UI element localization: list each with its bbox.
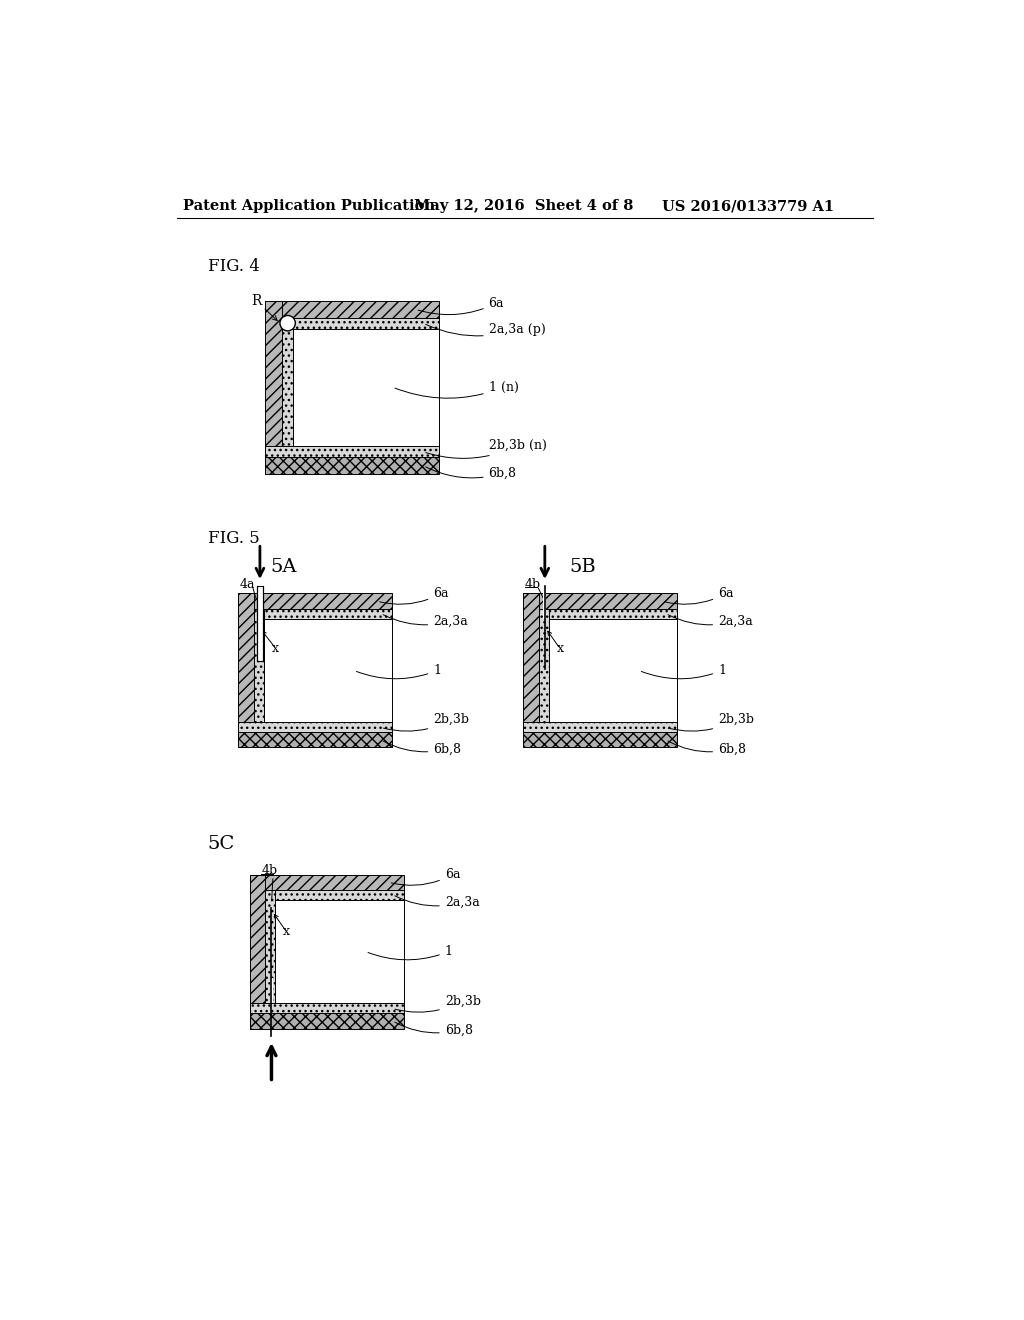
Text: 6b,8: 6b,8 [383, 741, 461, 755]
Bar [239, 609, 392, 619]
Bar [523, 733, 677, 747]
Bar [239, 594, 254, 747]
Text: 1: 1 [641, 664, 726, 678]
Text: US 2016/0133779 A1: US 2016/0133779 A1 [662, 199, 834, 213]
Bar [275, 900, 403, 1003]
Text: 6a: 6a [418, 297, 504, 314]
Text: 4b: 4b [261, 865, 278, 878]
Bar [265, 301, 283, 474]
Bar [250, 890, 403, 900]
Bar [293, 329, 438, 446]
Bar [523, 594, 677, 609]
Text: 6b,8: 6b,8 [426, 467, 517, 480]
Text: FIG. 4: FIG. 4 [208, 257, 259, 275]
Bar [549, 619, 677, 722]
Text: 5C: 5C [208, 834, 234, 853]
Text: 5B: 5B [569, 557, 596, 576]
Bar [250, 875, 403, 890]
Text: Patent Application Publication: Patent Application Publication [183, 199, 435, 213]
Bar [523, 594, 539, 747]
Bar [257, 594, 263, 619]
Text: 1: 1 [368, 945, 453, 960]
Bar [239, 722, 392, 733]
Text: 1 (n): 1 (n) [395, 380, 518, 399]
Bar [270, 978, 273, 1003]
Text: 2a,3a: 2a,3a [383, 615, 468, 628]
Bar [544, 594, 547, 619]
Text: x: x [272, 642, 280, 655]
Bar [264, 619, 392, 722]
Text: 6b,8: 6b,8 [395, 1022, 473, 1036]
Circle shape [280, 315, 295, 331]
Bar [250, 874, 265, 1028]
Bar [239, 594, 392, 609]
Text: 6a: 6a [665, 587, 733, 605]
Text: 6a: 6a [380, 587, 449, 605]
Bar [257, 586, 263, 661]
Text: x: x [556, 642, 563, 655]
Bar [265, 446, 438, 457]
Text: FIG. 5: FIG. 5 [208, 531, 259, 548]
Text: x: x [283, 925, 290, 939]
Bar [283, 318, 293, 457]
Bar [265, 457, 438, 474]
Text: 6b,8: 6b,8 [668, 741, 746, 755]
Text: 4a: 4a [240, 578, 255, 591]
Bar [265, 318, 438, 329]
Text: 2b,3b: 2b,3b [395, 994, 480, 1012]
Text: R: R [251, 294, 261, 308]
Text: 2b,3b: 2b,3b [669, 713, 754, 731]
Bar [539, 609, 549, 733]
Bar [523, 722, 677, 733]
Text: May 12, 2016  Sheet 4 of 8: May 12, 2016 Sheet 4 of 8 [414, 199, 633, 213]
Text: 6a: 6a [391, 869, 460, 886]
Text: 2b,3b (n): 2b,3b (n) [426, 440, 547, 458]
Bar [265, 301, 438, 318]
Text: 2b,3b: 2b,3b [384, 713, 469, 731]
Bar [254, 609, 264, 733]
Bar [250, 1014, 403, 1028]
Bar [523, 609, 677, 619]
Text: 2a,3a (p): 2a,3a (p) [426, 323, 546, 335]
Text: 1: 1 [356, 664, 441, 678]
Text: 2a,3a: 2a,3a [669, 615, 753, 628]
Text: 5A: 5A [270, 557, 297, 576]
Bar [265, 890, 275, 1014]
Text: 4b: 4b [524, 578, 541, 591]
Text: 2a,3a: 2a,3a [395, 896, 479, 908]
Bar [239, 733, 392, 747]
Bar [250, 1003, 403, 1014]
